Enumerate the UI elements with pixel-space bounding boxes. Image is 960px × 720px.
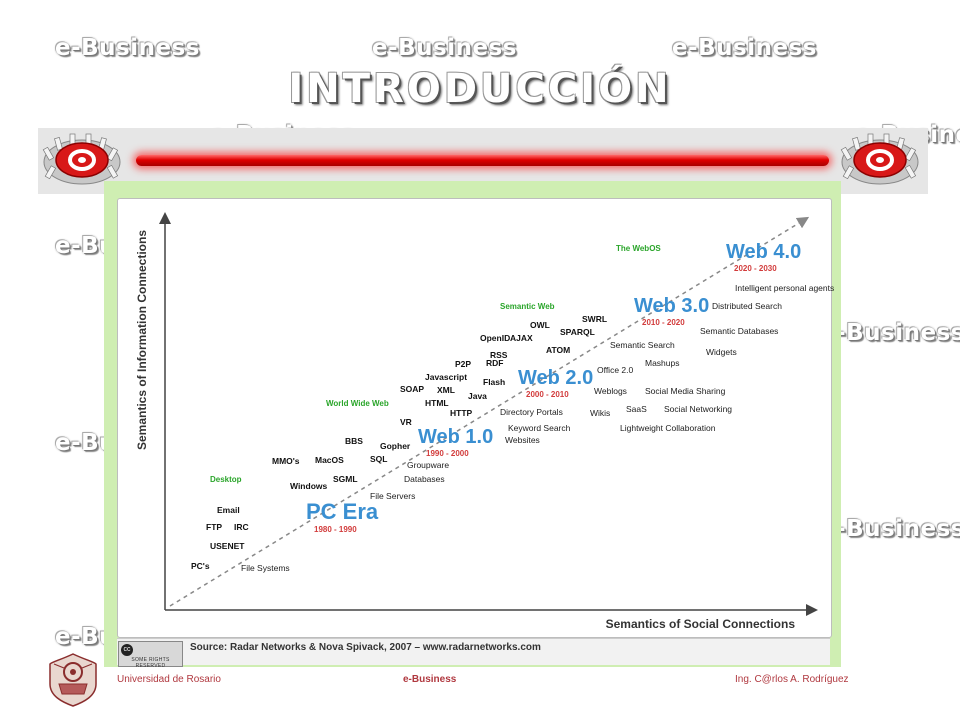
technology-label: SOAP bbox=[400, 384, 424, 394]
source-credit: Source: Radar Networks & Nova Spivack, 2… bbox=[190, 642, 541, 653]
technology-label: AJAX bbox=[510, 333, 533, 343]
era-years: 2020 - 2030 bbox=[734, 264, 777, 273]
era-years: 1980 - 1990 bbox=[314, 525, 357, 534]
technology-label: P2P bbox=[455, 359, 471, 369]
technology-label: MMO's bbox=[272, 456, 300, 466]
technology-label: OWL bbox=[530, 320, 550, 330]
application-label: Office 2.0 bbox=[597, 365, 633, 375]
application-label: Directory Portals bbox=[500, 407, 563, 417]
application-label: Distributed Search bbox=[712, 301, 782, 311]
era-title: PC Era bbox=[306, 499, 379, 524]
footer-university: Universidad de Rosario bbox=[117, 674, 221, 685]
application-label: Keyword Search bbox=[508, 423, 571, 433]
technology-label: VR bbox=[400, 417, 412, 427]
application-label: Intelligent personal agents bbox=[735, 283, 834, 293]
stage-label: Semantic Web bbox=[500, 302, 555, 311]
stage-label: World Wide Web bbox=[326, 399, 389, 408]
at-sign-logo-icon bbox=[840, 133, 919, 185]
technology-label: BBS bbox=[345, 436, 363, 446]
application-label: Lightweight Collaboration bbox=[620, 423, 716, 433]
technology-label: Windows bbox=[290, 481, 327, 491]
technology-label: SGML bbox=[333, 474, 358, 484]
technology-label: OpenID bbox=[480, 333, 510, 343]
application-label: Wikis bbox=[590, 408, 610, 418]
watermark-text: e-Business bbox=[55, 35, 200, 61]
application-label: Semantic Databases bbox=[700, 326, 778, 336]
technology-label: USENET bbox=[210, 541, 245, 551]
license-text: SOME RIGHTS RESERVED bbox=[131, 657, 170, 669]
application-label: Widgets bbox=[706, 347, 737, 357]
footer-course: e-Business bbox=[403, 674, 457, 685]
footer-author: Ing. C@rlos A. Rodríguez bbox=[735, 674, 849, 685]
watermark-text: e-Business bbox=[820, 320, 960, 346]
technology-label: SQL bbox=[370, 454, 387, 464]
application-label: File Systems bbox=[241, 563, 290, 573]
watermark-text: e-Business bbox=[372, 35, 517, 61]
application-label: Databases bbox=[404, 474, 445, 484]
trend-diagonal bbox=[169, 216, 810, 607]
diagram-canvas bbox=[117, 198, 832, 638]
x-axis-label: Semantics of Social Connections bbox=[606, 617, 796, 631]
creative-commons-icon: cc SOME RIGHTS RESERVED bbox=[118, 641, 183, 669]
stage-label: The WebOS bbox=[616, 244, 661, 253]
application-label: Mashups bbox=[645, 358, 680, 368]
stage-label: Desktop bbox=[210, 475, 242, 484]
technology-label: Gopher bbox=[380, 441, 411, 451]
technology-label: Javascript bbox=[425, 372, 467, 382]
source-bar bbox=[117, 638, 830, 665]
application-label: Social Media Sharing bbox=[645, 386, 726, 396]
technology-label: ATOM bbox=[546, 345, 570, 355]
era-title: Web 3.0 bbox=[634, 295, 709, 317]
technology-label: XML bbox=[437, 385, 455, 395]
technology-label: Email bbox=[217, 505, 240, 515]
era-years: 2010 - 2020 bbox=[642, 318, 685, 327]
slide-title: INTRODUCCIÓN bbox=[288, 66, 672, 112]
watermark-text: e-Business bbox=[820, 516, 960, 542]
y-axis-label: Semantics of Information Connections bbox=[135, 230, 149, 450]
technology-label: PC's bbox=[191, 561, 210, 571]
technology-label: RSS bbox=[490, 350, 508, 360]
red-divider-bar bbox=[136, 155, 829, 166]
era-years: 1990 - 2000 bbox=[426, 449, 469, 458]
era-title: Web 1.0 bbox=[418, 426, 493, 448]
technology-label: FTP bbox=[206, 522, 222, 532]
technology-label: MacOS bbox=[315, 455, 344, 465]
application-label: SaaS bbox=[626, 404, 647, 414]
technology-label: RDF bbox=[486, 358, 503, 368]
technology-label: HTTP bbox=[450, 408, 473, 418]
at-sign-logo-icon bbox=[42, 133, 121, 185]
application-label: Weblogs bbox=[594, 386, 627, 396]
application-label: File Servers bbox=[370, 491, 415, 501]
application-label: Websites bbox=[505, 435, 540, 445]
era-title: Web 2.0 bbox=[518, 367, 593, 389]
technology-label: SWRL bbox=[582, 314, 607, 324]
technology-label: Java bbox=[468, 391, 487, 401]
technology-label: IRC bbox=[234, 522, 249, 532]
application-label: Groupware bbox=[407, 460, 449, 470]
era-years: 2000 - 2010 bbox=[526, 390, 569, 399]
application-label: Semantic Search bbox=[610, 340, 675, 350]
era-title: Web 4.0 bbox=[726, 241, 801, 263]
application-label: Social Networking bbox=[664, 404, 732, 414]
technology-label: HTML bbox=[425, 398, 449, 408]
technology-label: SPARQL bbox=[560, 327, 595, 337]
technology-label: Flash bbox=[483, 377, 505, 387]
university-crest-icon bbox=[49, 653, 97, 707]
watermark-text: e-Business bbox=[672, 35, 817, 61]
